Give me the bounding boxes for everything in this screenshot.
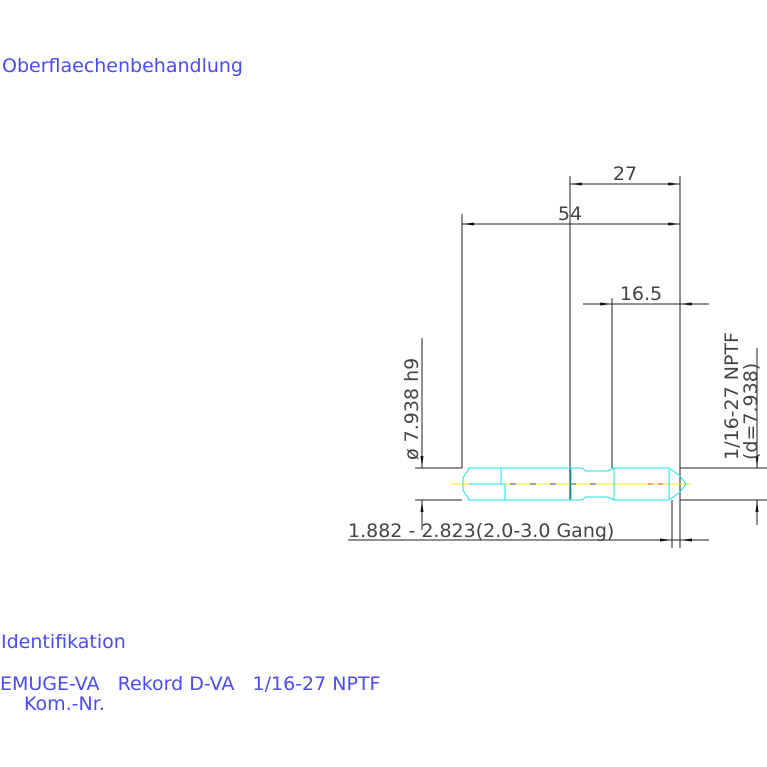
product-designation: EMUGE-VA Rekord D-VA 1/16-27 NPTF — [0, 673, 380, 695]
commission-number-label: Kom.-Nr. — [24, 693, 105, 715]
dim-chamfer: 1.882 - 2.823(2.0-3.0 Gang) — [348, 520, 614, 542]
dim-54: 54 — [558, 203, 582, 225]
dim-thread: 1/16-27 NPTF — [721, 332, 743, 460]
tap-outline — [462, 467, 687, 501]
dim-27: 27 — [613, 163, 637, 185]
extension-lines — [415, 176, 767, 548]
dim-shank-diameter: ø 7.938 h9 — [401, 358, 423, 460]
dim-thread-diameter: (d=7.938) — [740, 363, 762, 460]
surface-treatment-label: Oberflaechenbehandlung — [2, 55, 243, 77]
dim-16-5: 16.5 — [620, 283, 662, 305]
identification-label: Identifikation — [1, 631, 126, 653]
